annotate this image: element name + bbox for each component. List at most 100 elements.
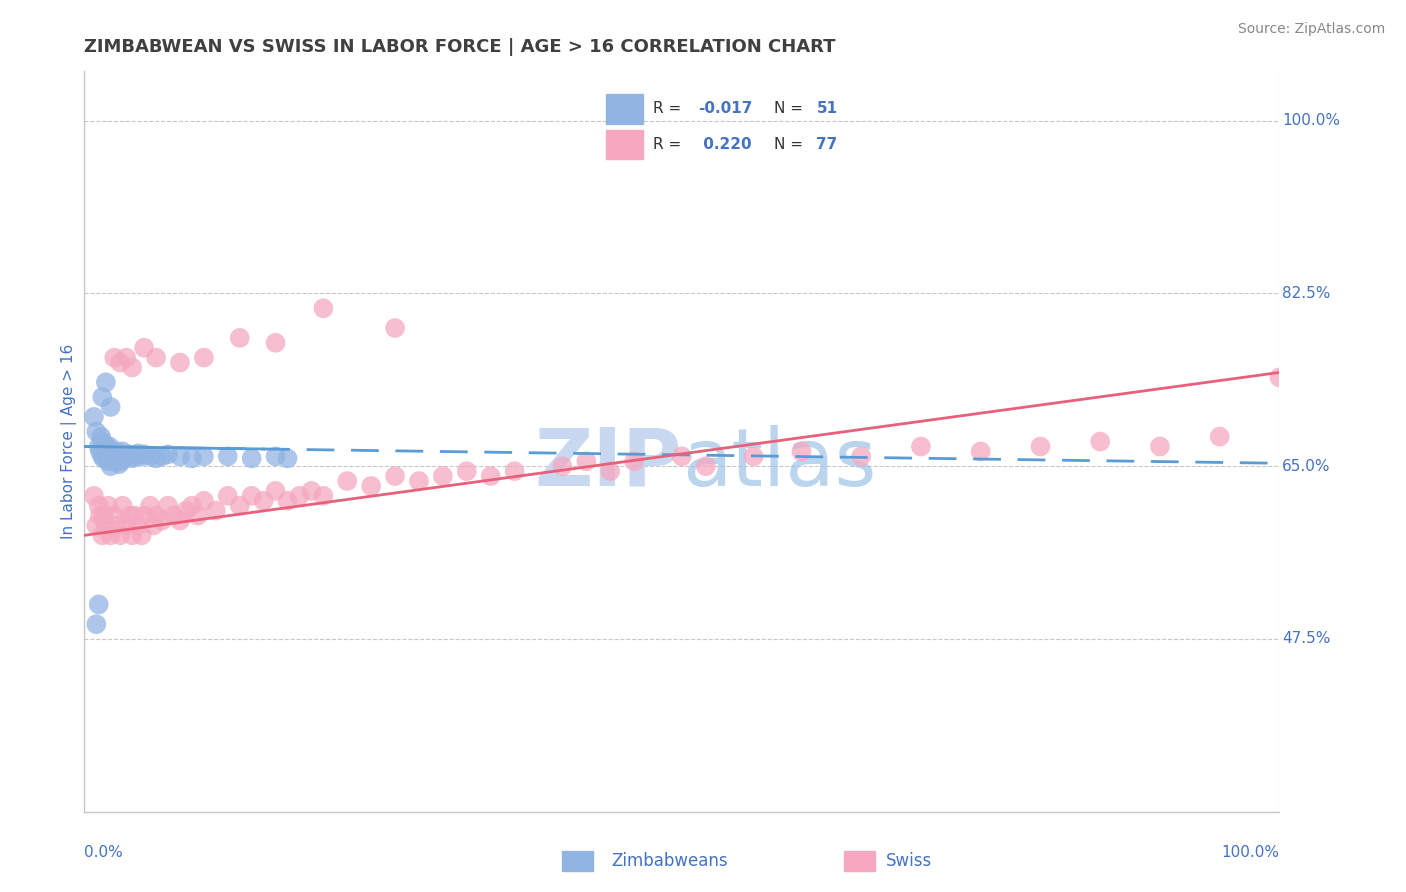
Point	[131, 528, 153, 542]
Point	[253, 493, 276, 508]
Point	[193, 493, 215, 508]
Point	[97, 499, 120, 513]
Point	[1149, 440, 1171, 454]
Point	[132, 447, 156, 461]
Point	[851, 450, 873, 464]
Point	[169, 514, 191, 528]
Point	[408, 474, 430, 488]
Point	[187, 508, 209, 523]
Point	[181, 451, 204, 466]
Point	[132, 341, 156, 355]
Text: 100.0%: 100.0%	[1282, 113, 1340, 128]
Point	[181, 499, 204, 513]
Point	[193, 351, 215, 365]
Point	[479, 469, 502, 483]
Point	[100, 528, 122, 542]
Point	[118, 508, 141, 523]
Point	[671, 450, 693, 464]
Point	[103, 447, 125, 461]
Point	[89, 508, 111, 523]
Point	[142, 518, 165, 533]
Point	[94, 444, 117, 458]
Point	[93, 451, 115, 466]
Point	[117, 447, 139, 461]
Text: 100.0%: 100.0%	[1222, 845, 1279, 860]
Point	[93, 508, 115, 523]
Point	[112, 451, 135, 466]
Point	[110, 450, 132, 464]
Point	[101, 444, 124, 458]
Point	[301, 483, 323, 498]
Point	[101, 451, 124, 466]
Point	[217, 450, 239, 464]
Point	[742, 450, 765, 464]
Point	[86, 425, 108, 439]
Point	[115, 450, 138, 464]
Point	[277, 451, 299, 466]
Text: 0.0%: 0.0%	[84, 845, 124, 860]
Point	[107, 451, 129, 466]
Point	[83, 489, 105, 503]
Point	[111, 444, 134, 458]
Text: 65.0%: 65.0%	[1282, 458, 1330, 474]
Point	[1209, 429, 1232, 443]
Point	[94, 518, 117, 533]
Point	[217, 489, 239, 503]
Text: Source: ZipAtlas.com: Source: ZipAtlas.com	[1237, 22, 1385, 37]
Point	[103, 351, 125, 365]
Text: Swiss: Swiss	[886, 852, 932, 870]
Point	[100, 459, 122, 474]
Point	[695, 459, 717, 474]
Point	[193, 450, 215, 464]
Point	[104, 450, 127, 464]
Point	[240, 451, 263, 466]
Point	[87, 598, 110, 612]
Point	[100, 450, 122, 464]
Point	[121, 451, 143, 466]
Point	[599, 464, 621, 478]
Point	[157, 447, 180, 461]
Point	[1268, 370, 1291, 384]
Point	[98, 440, 121, 454]
Point	[145, 451, 167, 466]
Point	[139, 450, 162, 464]
Point	[139, 499, 162, 513]
Point	[115, 351, 138, 365]
Point	[150, 514, 173, 528]
Point	[229, 499, 252, 513]
Point	[384, 469, 406, 483]
Point	[456, 464, 478, 478]
Point	[1090, 434, 1112, 449]
Point	[90, 429, 112, 443]
Point	[264, 335, 287, 350]
Point	[91, 390, 114, 404]
Point	[623, 454, 645, 468]
Point	[336, 474, 359, 488]
Point	[110, 528, 132, 542]
Point	[94, 376, 117, 390]
Point	[86, 617, 108, 632]
Point	[83, 409, 105, 424]
Point	[384, 321, 406, 335]
Point	[86, 518, 108, 533]
Point	[360, 479, 382, 493]
Point	[103, 454, 125, 468]
Point	[910, 440, 932, 454]
Point	[111, 499, 134, 513]
Text: ZIMBABWEAN VS SWISS IN LABOR FORCE | AGE > 16 CORRELATION CHART: ZIMBABWEAN VS SWISS IN LABOR FORCE | AGE…	[84, 38, 835, 56]
Text: ZIP: ZIP	[534, 425, 682, 503]
Point	[145, 351, 167, 365]
Point	[163, 508, 186, 523]
Point	[110, 454, 132, 468]
Point	[97, 442, 120, 456]
Point	[89, 444, 111, 458]
Point	[115, 518, 138, 533]
Point	[264, 450, 287, 464]
Point	[169, 355, 191, 369]
Point	[108, 457, 131, 471]
Point	[87, 499, 110, 513]
Y-axis label: In Labor Force | Age > 16: In Labor Force | Age > 16	[62, 344, 77, 539]
Point	[100, 400, 122, 414]
Point	[105, 518, 128, 533]
Point	[277, 493, 299, 508]
